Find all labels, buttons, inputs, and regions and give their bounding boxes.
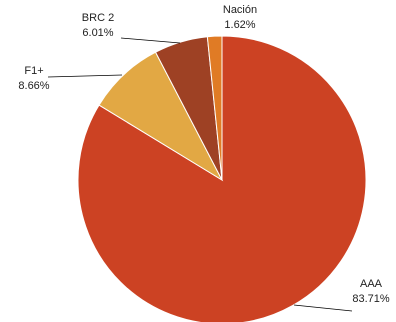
leader-line-aaa xyxy=(293,304,353,312)
slice-label-percent: 1.62% xyxy=(224,19,255,31)
pie-slice-aaa xyxy=(77,35,367,322)
slice-label-percent: 6.01% xyxy=(82,27,113,39)
slice-label-name: Nación xyxy=(223,4,257,16)
slice-label-percent: 83.71% xyxy=(352,293,390,305)
slice-label-name: F1+ xyxy=(24,65,43,77)
slice-label-percent: 8.66% xyxy=(18,80,49,92)
slice-labels: AAA 83.71% F1+ 8.66% BRC 2 6.01% Nación 1.62% xyxy=(18,4,389,305)
slice-label-name: BRC 2 xyxy=(82,12,114,24)
leader-lines xyxy=(47,37,353,312)
leader-line-brc-2 xyxy=(120,37,181,44)
pie-slice-naci-n xyxy=(206,35,223,181)
slice-label-name: AAA xyxy=(360,278,383,290)
leader-line-f1- xyxy=(47,74,123,78)
pie-slices xyxy=(77,35,367,322)
